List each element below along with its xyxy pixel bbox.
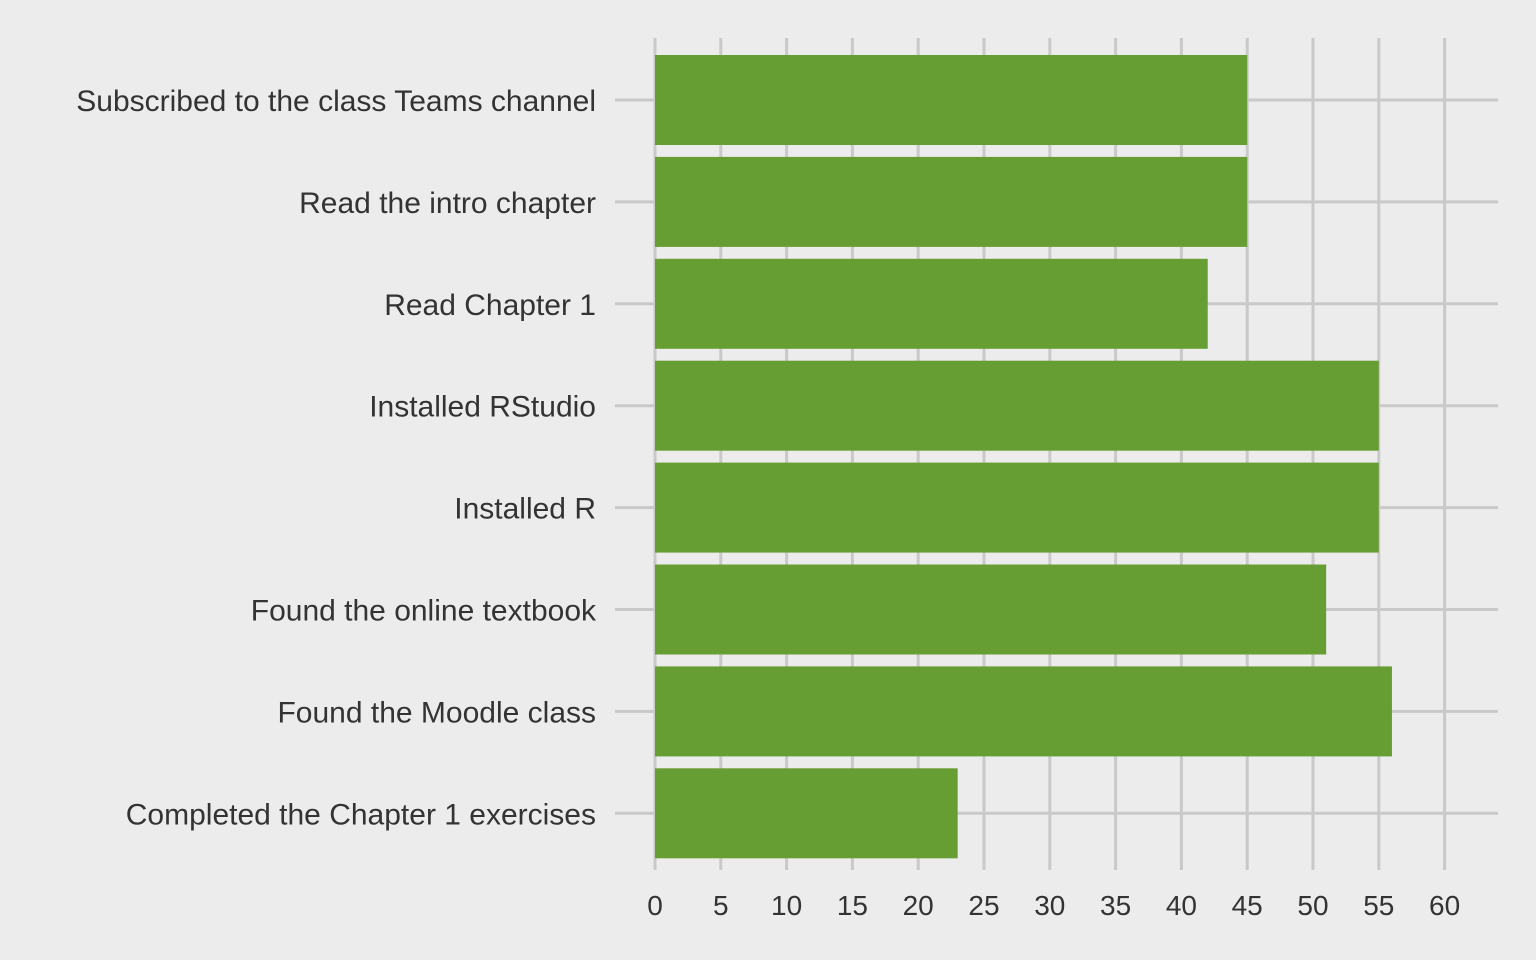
category-label: Installed R — [454, 493, 596, 526]
x-tick-label: 40 — [1166, 890, 1197, 921]
bar — [655, 360, 1379, 451]
x-tick-label: 35 — [1100, 890, 1131, 921]
bar — [655, 258, 1208, 349]
bar — [655, 564, 1327, 655]
bar — [655, 55, 1248, 145]
bars — [655, 55, 1392, 859]
x-axis-ticks: 0 5 10 15 20 25 30 35 40 45 50 55 60 — [647, 890, 1460, 921]
x-tick-label: 60 — [1429, 890, 1460, 921]
bar — [655, 768, 958, 859]
category-label: Completed the Chapter 1 exercises — [126, 798, 596, 831]
category-label: Read the intro chapter — [299, 187, 596, 220]
x-tick-label: 45 — [1232, 890, 1263, 921]
category-label: Subscribed to the class Teams channel — [76, 85, 596, 118]
bar — [655, 462, 1379, 553]
bar — [655, 156, 1248, 247]
bar — [655, 666, 1392, 757]
x-tick-label: 10 — [771, 890, 802, 921]
category-label: Read Chapter 1 — [384, 289, 596, 322]
category-label: Found the Moodle class — [277, 696, 596, 729]
category-labels: Subscribed to the class Teams channel Rea… — [76, 85, 597, 831]
x-tick-label: 20 — [903, 890, 934, 921]
x-tick-label: 50 — [1297, 890, 1328, 921]
x-tick-label: 5 — [713, 890, 729, 921]
category-label: Installed RStudio — [369, 391, 596, 424]
x-tick-label: 30 — [1034, 890, 1065, 921]
x-tick-label: 15 — [837, 890, 868, 921]
category-label: Found the online textbook — [251, 595, 597, 628]
x-tick-label: 25 — [968, 890, 999, 921]
x-tick-label: 0 — [647, 890, 663, 921]
x-tick-label: 55 — [1363, 890, 1394, 921]
